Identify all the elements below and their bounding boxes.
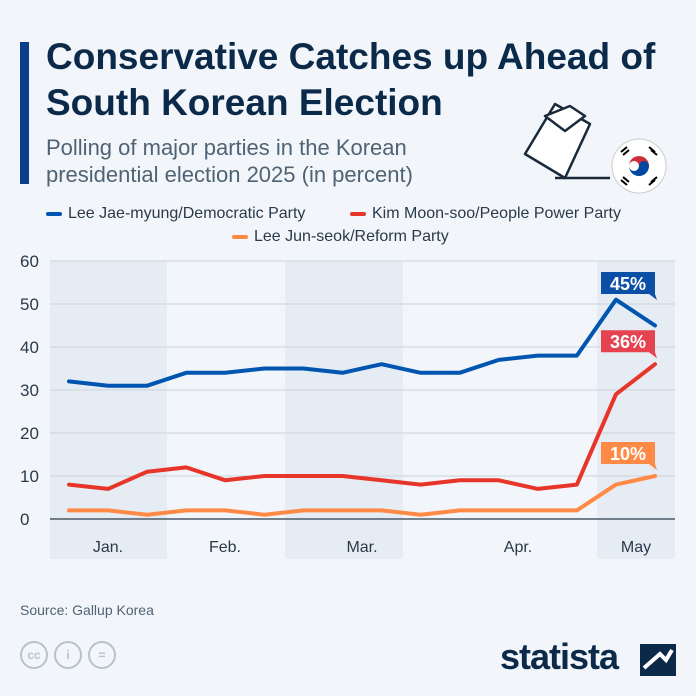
title-accent-bar [20,42,29,184]
statista-logo-mark [640,644,676,676]
license-icons: cc i = [20,641,116,669]
attribution-icon[interactable]: i [54,641,82,669]
series-line [67,474,657,517]
source-note: Source: Gallup Korea [20,602,154,618]
end-value-label: 36% [610,332,646,352]
end-value-label: 45% [610,274,646,294]
legend-item-democratic: Lee Jae-myung/Democratic Party [46,205,305,223]
series-line [67,297,657,388]
x-tick-label: Apr. [504,539,532,556]
statista-logo[interactable]: statista [500,636,619,677]
legend-label: Lee Jae-myung/Democratic Party [68,205,306,222]
month-band [285,261,403,559]
end-label-box [601,330,657,359]
legend-swatch [46,212,62,216]
cc-icon[interactable]: cc [20,641,48,669]
south-korea-flag-icon [611,138,667,194]
legend-swatch [350,212,366,216]
end-label-box [601,272,657,300]
x-tick-label: Feb. [209,539,241,556]
ballot-box-hand-icon [523,102,610,180]
x-tick-label: Mar. [346,539,377,556]
y-tick-label: 60 [20,252,39,271]
x-tick-label: May [621,539,651,556]
legend-label: Kim Moon-soo/People Power Party [372,205,621,222]
end-value-label: 10% [610,444,646,464]
legend-label: Lee Jun-seok/Reform Party [254,228,449,245]
chart-title: Conservative Catches up Ahead of South K… [46,36,656,123]
y-tick-label: 50 [20,295,39,314]
x-tick-label: Jan. [93,539,123,556]
legend-item-reform: Lee Jun-seok/Reform Party [232,228,449,246]
chart-subtitle: Polling of major parties in the Korean p… [46,135,413,187]
end-label-box [601,442,657,470]
no-derivatives-icon[interactable]: = [88,641,116,669]
y-tick-label: 30 [20,381,39,400]
y-tick-label: 20 [20,424,39,443]
legend-swatch [232,235,248,239]
series-line [67,362,657,491]
legend-item-ppp: Kim Moon-soo/People Power Party [350,205,621,223]
y-tick-label: 0 [20,510,29,529]
y-tick-label: 10 [20,467,39,486]
y-tick-label: 40 [20,338,39,357]
